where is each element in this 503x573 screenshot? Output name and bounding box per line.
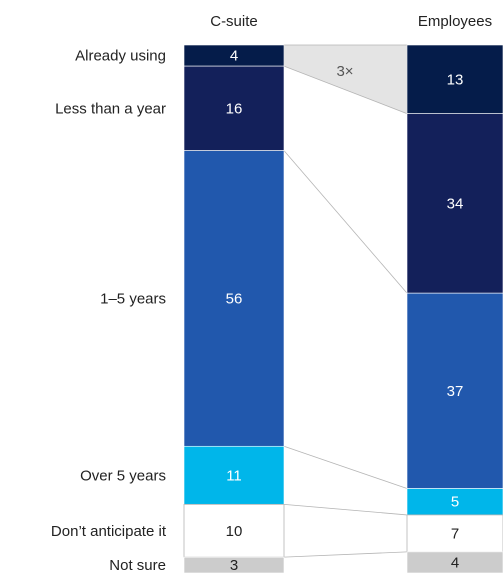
value-label-employees-less-than-a-year: 34 — [447, 195, 464, 212]
bar-segment-employees-already-using — [406, 44, 503, 114]
bar-segment-c-suite-1-5-years — [183, 150, 285, 447]
annotation-label: 3× — [336, 63, 353, 80]
segment-label-over-5-years: Over 5 years — [80, 467, 166, 484]
bar-segment-c-suite-less-than-a-year — [183, 65, 285, 151]
column-header-employees: Employees — [418, 13, 492, 30]
column-header-c-suite: C-suite — [210, 13, 258, 30]
value-label-employees-already-using: 13 — [447, 71, 464, 88]
segment-label-not-sure: Not sure — [109, 557, 166, 573]
segment-label-1-5-years: 1–5 years — [100, 290, 166, 307]
value-label-employees-don-t-anticipate-it: 7 — [451, 525, 459, 542]
value-label-c-suite-don-t-anticipate-it: 10 — [226, 523, 243, 540]
value-label-c-suite-1-5-years: 56 — [226, 290, 243, 307]
value-label-employees-not-sure: 4 — [451, 554, 459, 571]
segment-label-already-using: Already using — [75, 48, 166, 65]
value-label-employees-1-5-years: 37 — [447, 383, 464, 400]
value-label-c-suite-less-than-a-year: 16 — [226, 100, 243, 117]
value-label-c-suite-over-5-years: 11 — [226, 467, 242, 484]
connector-line-not-sure — [283, 551, 408, 558]
value-label-c-suite-not-sure: 3 — [230, 557, 238, 573]
bar-segment-employees-over-5-years — [406, 488, 503, 516]
bar-segment-employees-1-5-years — [406, 292, 503, 489]
connector-line-over-5-years — [283, 445, 408, 489]
segment-label-less-than-a-year: Less than a year — [55, 100, 166, 117]
value-label-employees-over-5-years: 5 — [451, 494, 459, 511]
bar-segment-employees-not-sure — [406, 551, 503, 573]
value-label-c-suite-already-using: 4 — [230, 48, 238, 65]
connector-line-don-t-anticipate-it — [283, 503, 408, 516]
bar-segment-employees-don-t-anticipate-it — [406, 514, 503, 553]
segment-label-don-t-anticipate-it: Don’t anticipate it — [51, 523, 167, 540]
bar-segment-c-suite-don-t-anticipate-it — [183, 503, 285, 558]
connector-line-1-5-years — [283, 150, 408, 294]
